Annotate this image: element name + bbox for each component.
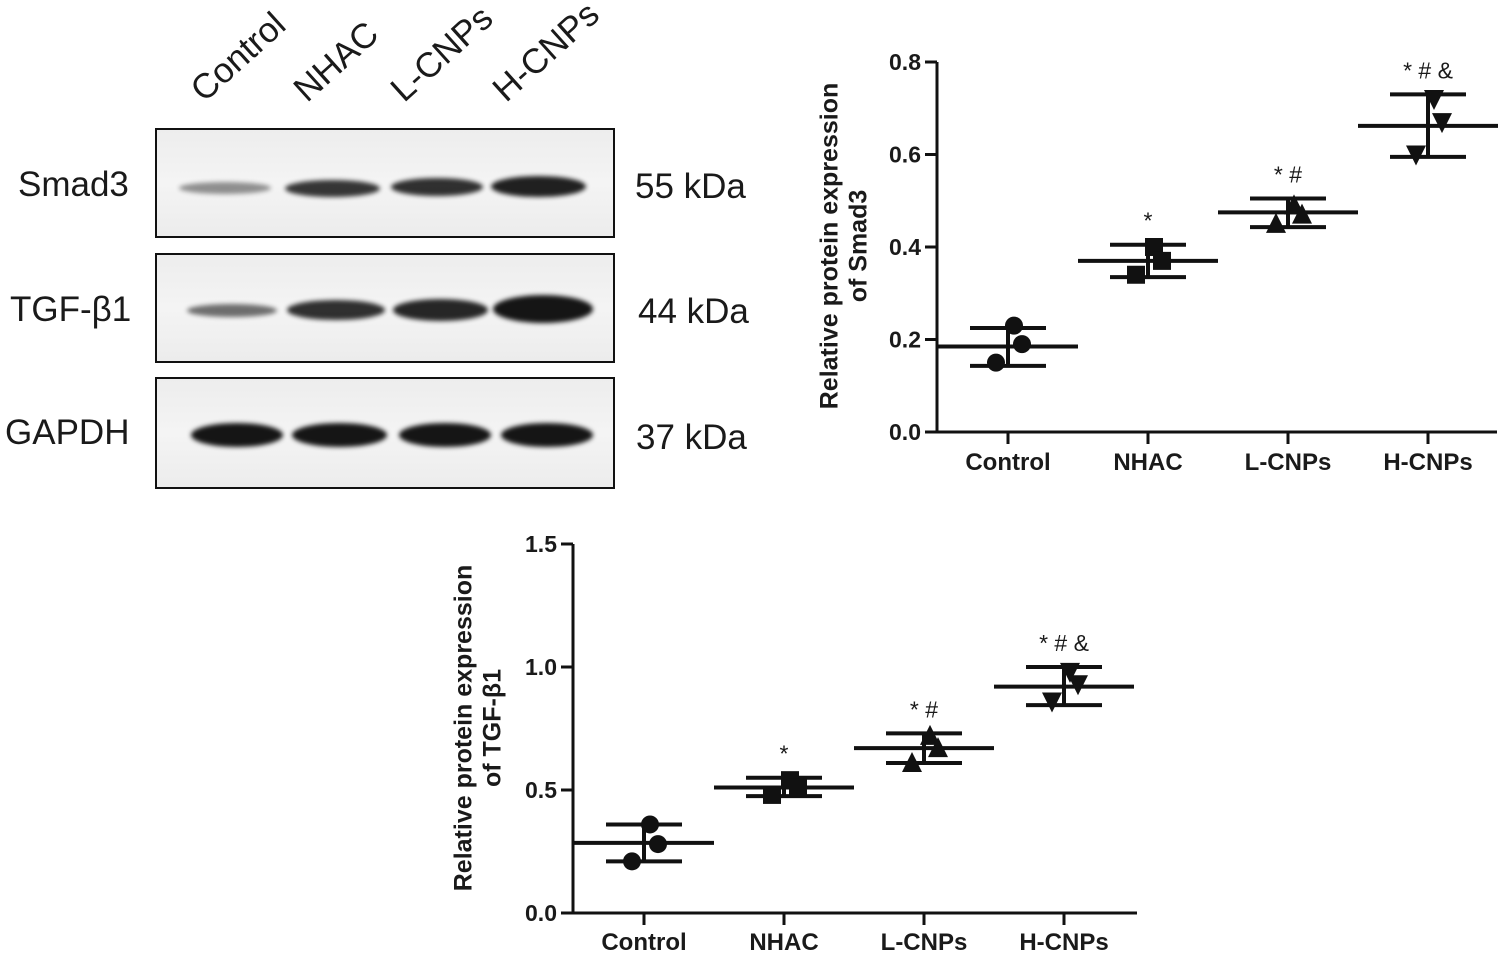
tgf-b1-chart-group: 0.0 0.5 1.0 1.5 Control NHAC L-CNPs H-CNPs Relat… (450, 531, 1137, 953)
tgf-b1-point (763, 785, 781, 804)
tgf-b1-x-tick-label: H-CNPs (1019, 929, 1108, 953)
blot-strip-tgf-b1 (155, 253, 615, 363)
smad3-point (1432, 113, 1452, 134)
tgf-b1-point (623, 852, 641, 871)
band-tgf-b1-l-cnps (393, 299, 488, 321)
smad3-y-axis-label: Relative protein expressionof Smad3 (816, 83, 873, 410)
smad3-point (1292, 203, 1312, 224)
kda-label-tgf-b1: 44 kDa (638, 292, 749, 331)
tgf-b1-point (1060, 662, 1080, 683)
smad3-point (1424, 90, 1444, 110)
tgf-b1-point (649, 835, 667, 854)
smad3-y-tick-label: 0.8 (889, 49, 921, 75)
tgf-b1-point (902, 751, 922, 772)
smad3-point (1005, 316, 1023, 335)
tgf-b1-y-axis-label: Relative protein expressionof TGF-β1 (450, 565, 507, 892)
smad3-point (1153, 251, 1171, 270)
smad3-y-tick-label: 0.0 (889, 419, 921, 445)
blot-strip-gapdh (155, 377, 615, 489)
protein-label-smad3: Smad3 (18, 165, 129, 204)
smad3-x-tick-label: NHAC (1113, 449, 1182, 476)
tgf-b1-x-tick-label: NHAC (749, 929, 818, 953)
tgf-b1-point (920, 724, 940, 745)
band-gapdh-h-cnps (501, 423, 593, 447)
smad3-point (1145, 238, 1163, 256)
tgf-b1-significance-label: * (780, 741, 789, 767)
kda-label-smad3: 55 kDa (635, 167, 746, 206)
band-tgf-b1-h-cnps (493, 295, 593, 323)
western-blot-panel: Control NHAC L-CNPs H-CNPs Smad3 TGF-β1 … (0, 0, 780, 500)
smad3-y-tick-label: 0.2 (889, 327, 921, 353)
smad3-point (1406, 145, 1426, 166)
band-tgf-b1-control (187, 304, 277, 317)
band-gapdh-control (191, 423, 283, 447)
protein-label-tgf-b1: TGF-β1 (10, 290, 132, 329)
protein-label-gapdh: GAPDH (5, 413, 130, 452)
band-gapdh-l-cnps (399, 423, 491, 447)
smad3-point (987, 353, 1005, 372)
tgf-b1-y-tick-label: 1.0 (525, 654, 557, 680)
tgf-b1-y-tick-label: 1.5 (525, 531, 557, 557)
tgf-b1-point (789, 778, 807, 797)
tgf-b1-significance-label: * # (910, 696, 938, 722)
tgf-b1-y-tick-label: 0.0 (525, 900, 557, 926)
smad3-x-tick-label: H-CNPs (1383, 449, 1472, 476)
smad3-x-tick-label: L-CNPs (1245, 449, 1332, 476)
smad3-x-tick-label: Control (965, 449, 1050, 476)
smad3-point (1284, 194, 1304, 215)
smad3-chart-group: 0.0 0.2 0.4 0.6 0.8 Control NHAC L-CNPs H-CNPs Re… (816, 49, 1498, 476)
tgf-b1-point (1068, 675, 1088, 696)
smad3-point (1266, 212, 1286, 233)
band-tgf-b1-nhac (287, 300, 385, 320)
tgf-b1-y-tick-label: 0.5 (525, 777, 557, 803)
smad3-significance-label: * # & (1403, 57, 1453, 83)
band-smad3-nhac (285, 180, 380, 197)
smad3-y-tick-label: 0.4 (889, 234, 921, 260)
smad3-point (1127, 265, 1145, 284)
blot-strip-smad3 (155, 128, 615, 238)
smad3-point (1013, 335, 1031, 354)
band-smad3-control (179, 182, 271, 194)
kda-label-gapdh: 37 kDa (636, 418, 747, 457)
smad3-y-tick-label: 0.6 (889, 142, 921, 168)
band-gapdh-nhac (292, 423, 387, 447)
tgf-b1-x-tick-label: Control (601, 929, 686, 953)
band-smad3-l-cnps (391, 178, 483, 196)
band-smad3-h-cnps (491, 176, 586, 197)
tgf-b1-significance-label: * # & (1039, 630, 1089, 656)
tgf-b1-point (641, 815, 659, 834)
smad3-significance-label: * # (1274, 161, 1302, 187)
smad3-significance-label: * (1144, 208, 1153, 234)
tgf-b1-point (1042, 692, 1062, 713)
tgf-b1-point (928, 737, 948, 758)
tgf-b1-x-tick-label: L-CNPs (881, 929, 968, 953)
